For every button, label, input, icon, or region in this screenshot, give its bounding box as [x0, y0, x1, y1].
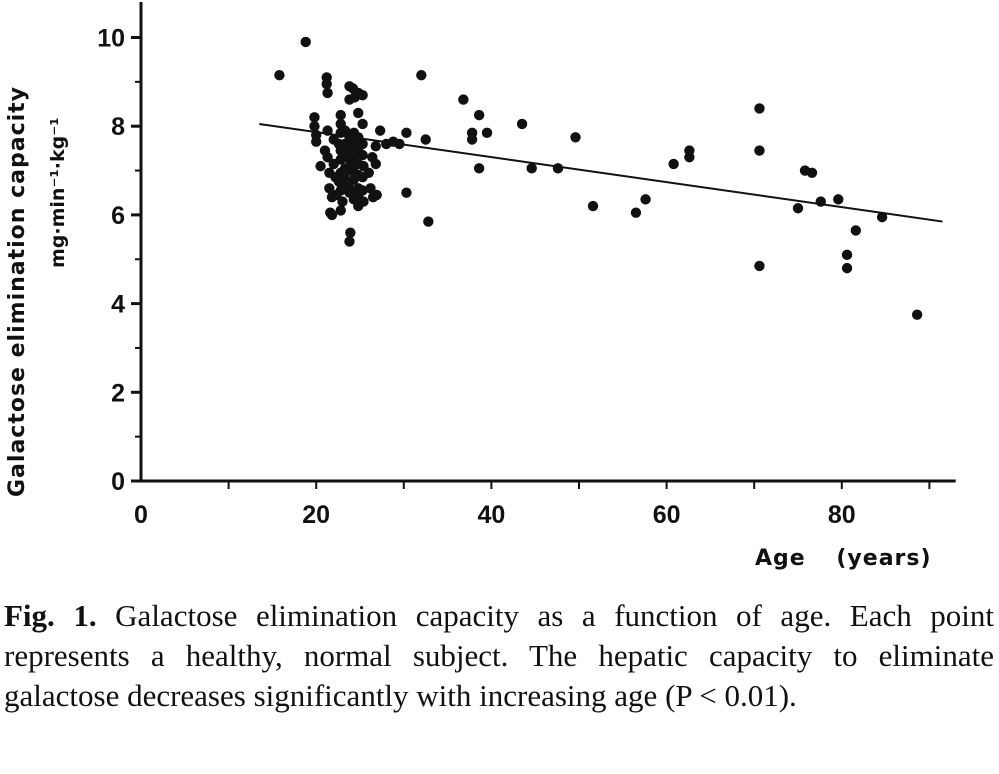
y-tick-label: 6: [111, 202, 125, 230]
data-point: [357, 89, 368, 101]
data-point: [630, 207, 642, 218]
axes: [139, 2, 956, 483]
data-point: [684, 152, 695, 163]
y-tick-label: 4: [111, 291, 125, 319]
y-ticks: 0 2 4 6 8 10: [97, 25, 141, 496]
y-tick-label: 0: [111, 468, 125, 496]
data-point: [315, 160, 326, 172]
data-point: [335, 205, 346, 216]
data-point: [473, 109, 485, 121]
data-points: [274, 36, 923, 320]
y-tick-label: 10: [97, 25, 125, 53]
x-axis-units: (years): [836, 546, 931, 571]
data-point: [322, 125, 333, 136]
data-point: [374, 125, 386, 136]
data-point: [337, 196, 348, 207]
data-point: [274, 69, 285, 81]
data-point: [754, 145, 765, 156]
y-tick-label: 8: [111, 113, 125, 141]
data-point: [420, 134, 431, 145]
data-point: [640, 194, 651, 205]
x-tick-label: 60: [653, 501, 681, 529]
data-point: [353, 107, 364, 119]
data-point: [309, 121, 320, 132]
data-point: [358, 196, 369, 207]
data-point: [754, 260, 765, 272]
data-point: [552, 163, 564, 174]
data-point: [363, 167, 374, 178]
data-point: [876, 211, 888, 223]
x-tick-label: 80: [828, 501, 856, 529]
data-point: [371, 189, 382, 201]
data-point: [322, 87, 333, 99]
data-point: [833, 194, 844, 205]
x-axis-title: Age (years): [755, 546, 932, 571]
data-point: [326, 209, 338, 221]
data-point: [911, 309, 923, 320]
data-point: [345, 227, 356, 238]
data-point: [344, 236, 355, 247]
y-axis-units: mg·min⁻¹·kg⁻¹: [47, 117, 69, 268]
data-point: [322, 152, 333, 163]
data-point: [841, 249, 853, 261]
y-tick-label: 2: [111, 379, 125, 407]
data-point: [466, 134, 478, 145]
data-point: [324, 183, 335, 194]
regression-line: [259, 122, 943, 223]
data-point: [321, 78, 332, 90]
data-point: [570, 132, 581, 143]
data-point: [357, 185, 368, 196]
data-point: [357, 149, 368, 161]
caption-lead: Fig. 1.: [4, 598, 97, 633]
data-point: [668, 158, 679, 170]
y-axis-title: Galactose elimination capacity: [5, 86, 30, 497]
data-point: [850, 225, 862, 236]
data-point: [357, 138, 368, 150]
data-point: [401, 187, 412, 198]
data-point: [754, 103, 765, 114]
data-point: [370, 158, 381, 170]
data-point: [516, 118, 528, 130]
data-point: [357, 118, 368, 130]
scatter-chart: 0 2 4 6 8 10 0 20 40 60 80 Age (years) Galactose …: [5, 2, 956, 571]
data-point: [481, 127, 493, 139]
data-point: [394, 138, 405, 150]
data-point: [401, 127, 412, 139]
x-tick-label: 40: [477, 501, 505, 529]
data-point: [526, 163, 537, 174]
data-point: [416, 69, 427, 81]
data-point: [841, 262, 853, 274]
x-tick-label: 20: [302, 501, 330, 529]
data-point: [587, 200, 599, 212]
x-ticks: 0 20 40 60 80: [134, 481, 931, 529]
x-tick-label: 0: [134, 501, 148, 529]
x-axis-label: Age: [755, 546, 806, 571]
data-point: [370, 140, 381, 152]
data-point: [458, 94, 469, 105]
data-point: [311, 136, 322, 147]
data-point: [309, 112, 320, 123]
data-point: [473, 163, 485, 174]
figure-caption: Fig. 1. Galactose elimination capacity a…: [4, 596, 994, 716]
data-point: [423, 216, 434, 227]
data-point: [335, 109, 346, 121]
data-point: [365, 183, 376, 194]
data-point: [806, 167, 818, 178]
data-point: [792, 203, 804, 214]
caption-text: Galactose elimination capacity as a func…: [4, 598, 994, 713]
data-point: [815, 196, 826, 207]
data-point: [300, 36, 311, 48]
